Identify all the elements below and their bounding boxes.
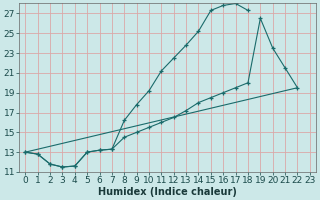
X-axis label: Humidex (Indice chaleur): Humidex (Indice chaleur) (98, 187, 237, 197)
